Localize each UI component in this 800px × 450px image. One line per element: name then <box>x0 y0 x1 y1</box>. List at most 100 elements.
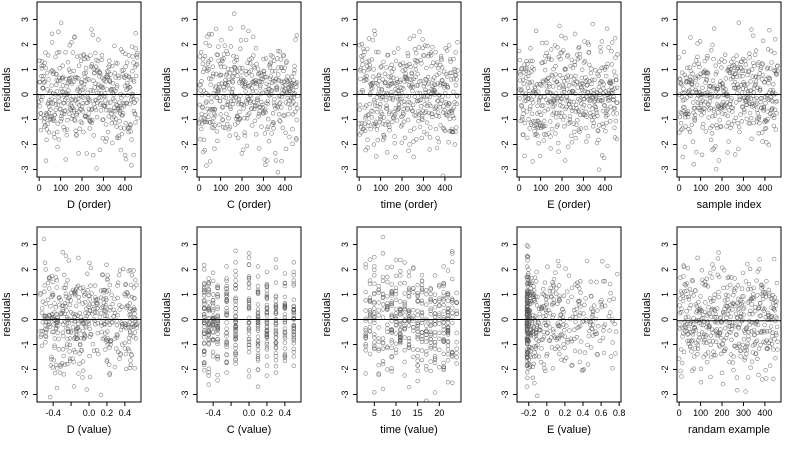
data-point <box>54 385 60 391</box>
data-point <box>372 346 377 352</box>
data-point <box>128 122 133 128</box>
data-point <box>684 309 689 314</box>
data-point <box>106 69 111 75</box>
data-point <box>388 74 394 79</box>
data-point <box>427 147 432 152</box>
data-point <box>118 47 124 52</box>
data-point <box>291 313 296 318</box>
data-point <box>398 332 403 338</box>
data-point <box>727 319 732 325</box>
data-point <box>517 78 523 83</box>
data-point <box>447 43 452 48</box>
data-point <box>763 376 769 381</box>
data-point <box>414 83 419 88</box>
data-point <box>369 115 375 120</box>
y-tick-label: -2 <box>500 365 510 373</box>
data-point <box>740 86 746 91</box>
data-point <box>290 126 295 132</box>
data-point <box>577 298 582 303</box>
data-point <box>387 128 392 133</box>
data-point <box>722 326 728 331</box>
data-point <box>733 100 739 105</box>
data-point <box>524 341 530 346</box>
data-point <box>446 140 451 145</box>
data-point <box>685 266 691 271</box>
data-point <box>375 137 380 143</box>
data-point <box>283 100 288 105</box>
y-axis-label: residuals <box>321 292 333 337</box>
data-point <box>224 264 229 269</box>
data-point <box>393 347 399 352</box>
data-point <box>591 303 597 308</box>
data-point <box>426 89 431 94</box>
data-point <box>119 324 125 329</box>
data-point <box>537 311 542 317</box>
data-point <box>455 39 460 45</box>
data-point <box>372 340 377 345</box>
data-point <box>523 66 528 71</box>
data-point <box>401 111 406 117</box>
data-point <box>206 31 212 37</box>
data-point <box>282 334 288 339</box>
data-point <box>578 279 583 284</box>
data-point <box>537 120 543 126</box>
data-point <box>398 281 403 286</box>
data-point <box>367 257 373 262</box>
data-point <box>419 336 425 342</box>
data-point <box>246 345 252 351</box>
data-point <box>697 107 703 113</box>
data-point <box>687 338 692 343</box>
data-point <box>210 329 216 334</box>
data-point <box>704 77 709 82</box>
data-point <box>228 26 233 31</box>
data-point <box>385 294 390 299</box>
y-axis-label: residuals <box>481 67 493 112</box>
data-point <box>206 342 211 347</box>
data-point <box>357 42 362 48</box>
data-point <box>122 291 127 296</box>
data-point <box>604 26 610 31</box>
data-point <box>419 339 425 344</box>
data-point <box>453 72 459 78</box>
data-point <box>110 320 115 325</box>
data-point <box>402 260 407 265</box>
data-point <box>71 68 76 74</box>
data-point <box>61 285 66 291</box>
data-point <box>527 280 533 285</box>
data-point <box>773 127 779 132</box>
data-point <box>591 124 596 129</box>
data-point <box>770 106 775 111</box>
data-point <box>685 109 690 114</box>
data-point <box>264 363 270 368</box>
data-point <box>63 304 68 309</box>
data-point <box>550 315 555 320</box>
data-point <box>428 311 433 317</box>
data-point <box>72 292 78 298</box>
y-tick-label: 2 <box>340 267 350 272</box>
data-point <box>677 303 682 308</box>
data-point <box>764 93 769 98</box>
data-point <box>437 296 442 301</box>
data-point <box>380 278 386 283</box>
data-point <box>595 352 600 357</box>
data-point <box>548 134 553 139</box>
data-point <box>273 158 279 163</box>
data-point <box>223 95 228 100</box>
data-point <box>65 59 71 65</box>
data-point <box>281 68 286 74</box>
data-point <box>57 370 63 376</box>
data-point <box>412 46 418 52</box>
data-point <box>709 47 714 53</box>
data-point <box>118 125 123 130</box>
data-point <box>695 73 700 79</box>
data-point <box>406 117 411 123</box>
data-point <box>556 110 562 116</box>
y-tick-label: -1 <box>180 340 190 348</box>
data-point <box>715 256 721 261</box>
y-tick-label: 3 <box>500 242 510 247</box>
data-point <box>614 85 620 91</box>
data-point <box>726 274 732 280</box>
data-point <box>692 115 697 121</box>
data-point <box>44 112 49 118</box>
data-point <box>199 78 204 84</box>
